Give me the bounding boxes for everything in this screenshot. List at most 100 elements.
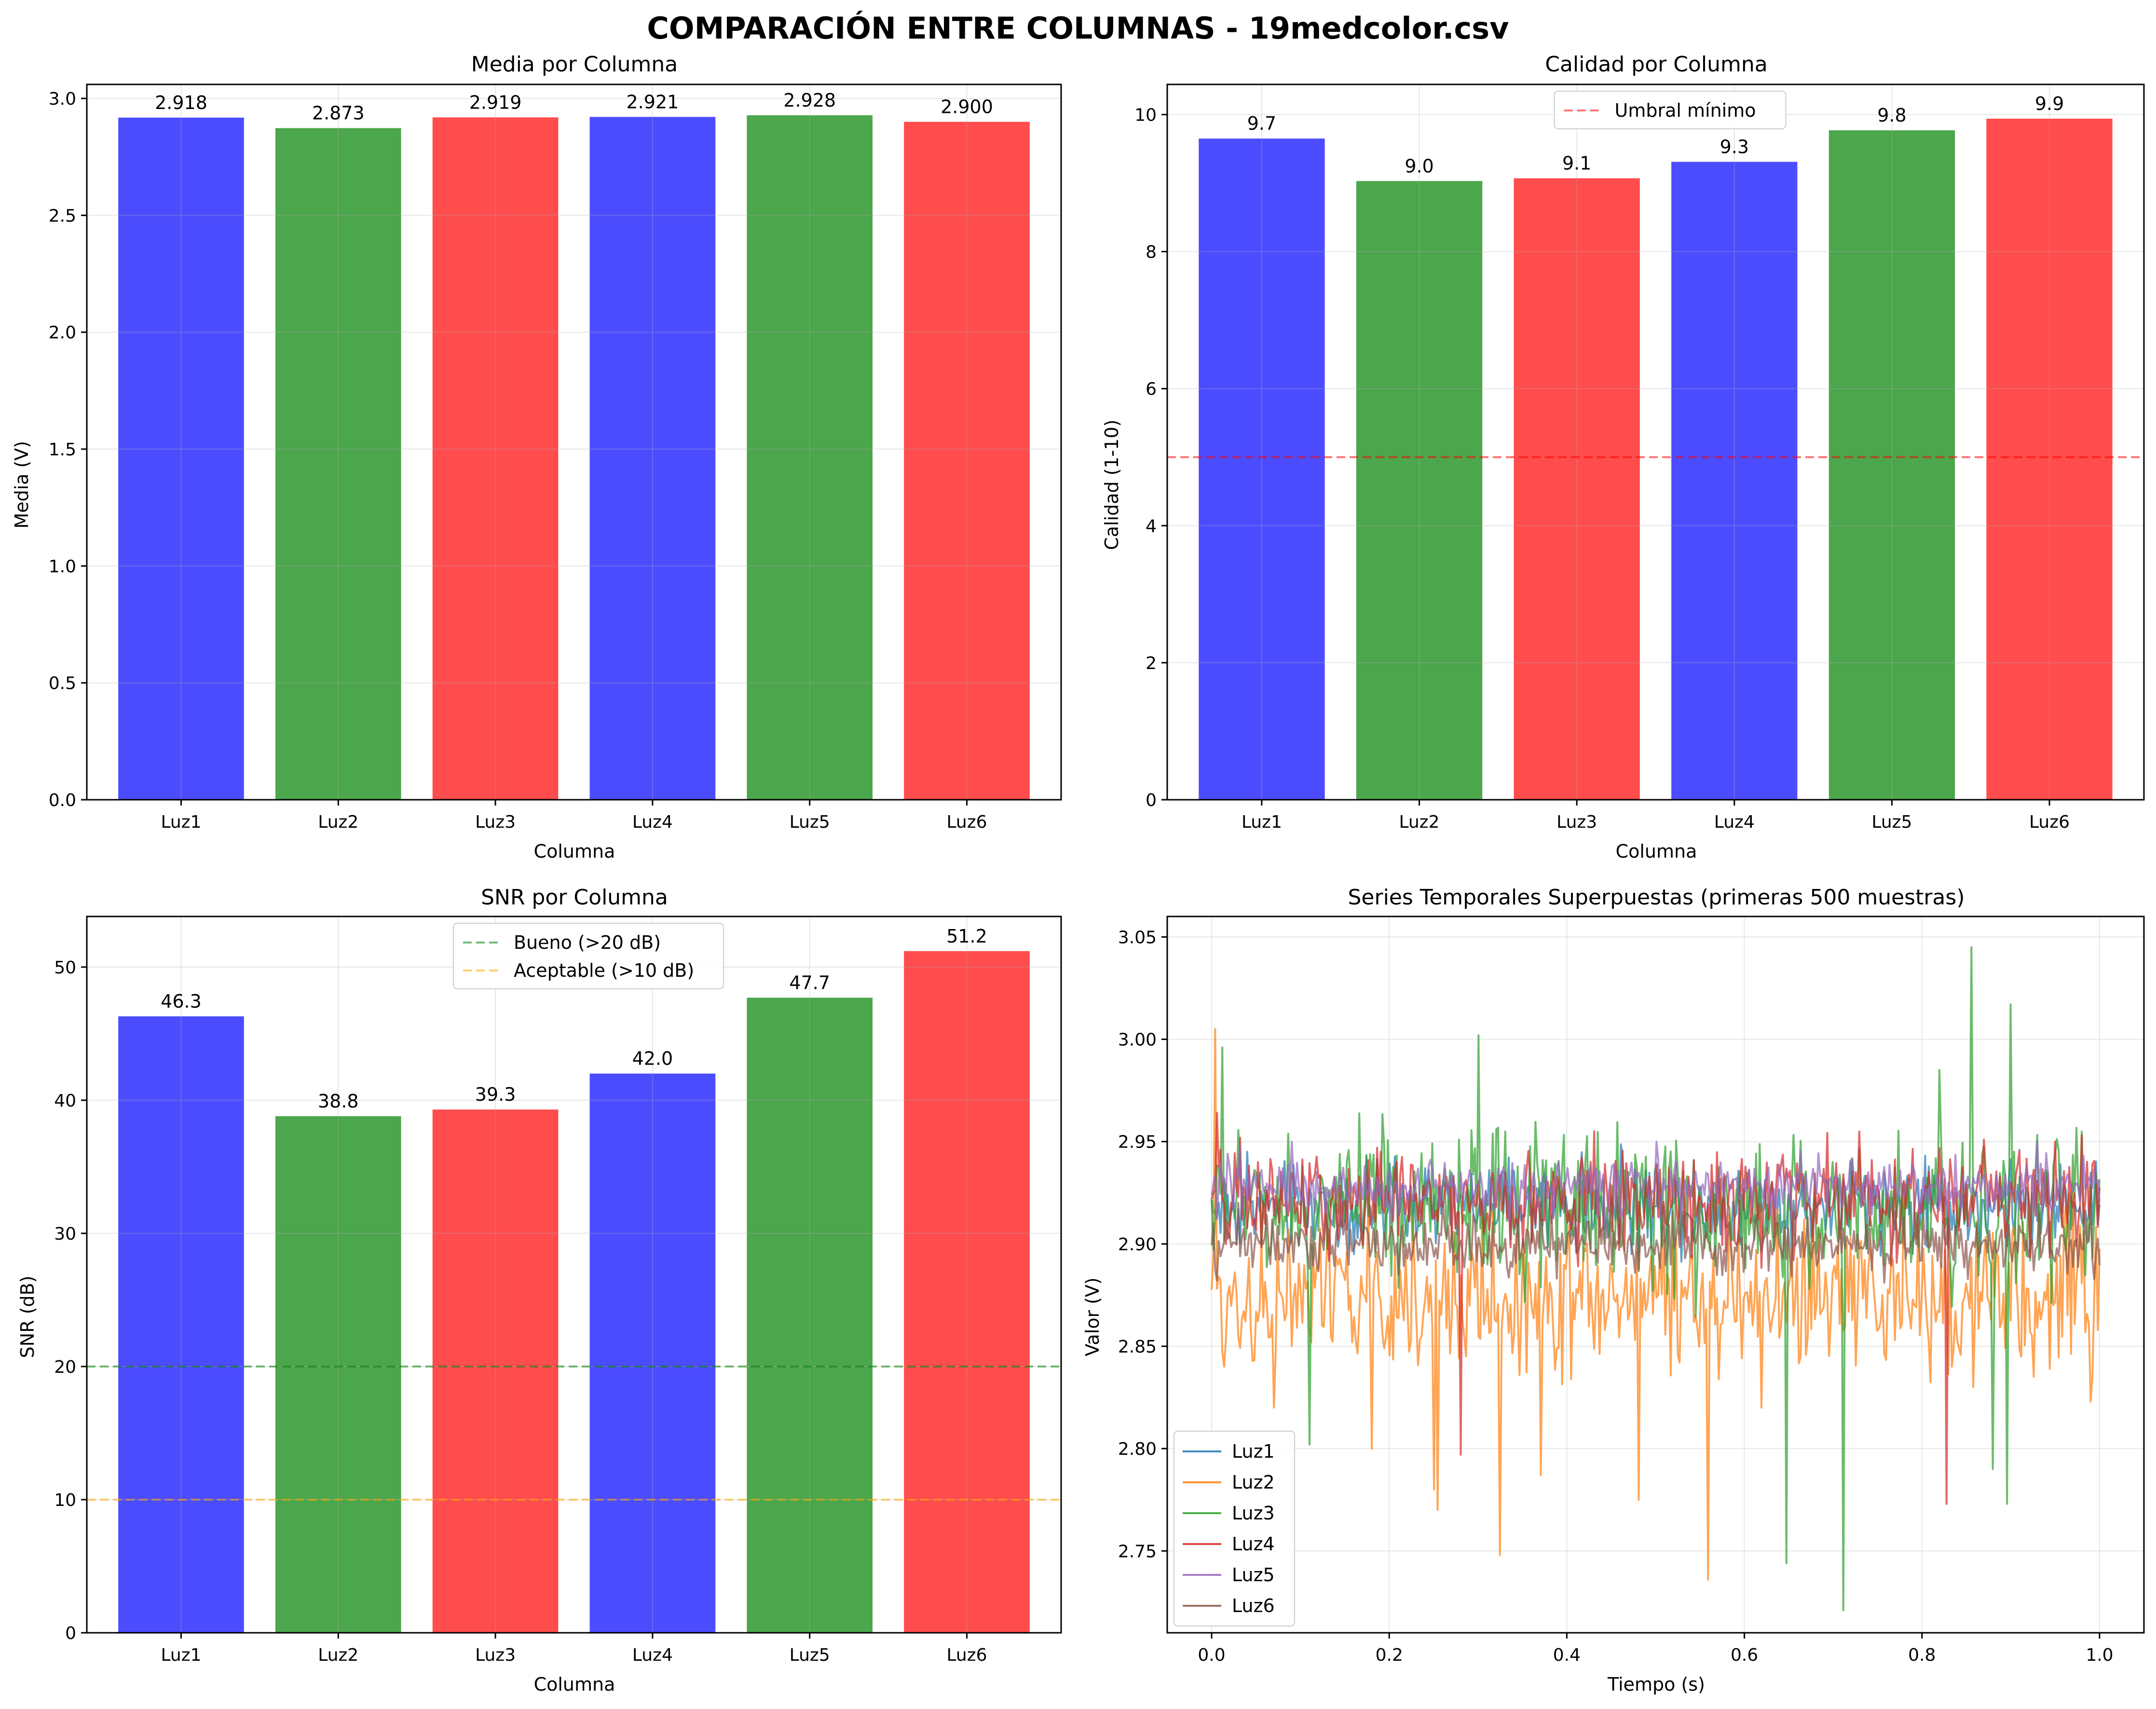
series-y-tick-label: 2.95: [1118, 1133, 1157, 1152]
panel-media-chart: Media por Columna Columna Media (V) 2.91…: [11, 52, 1062, 862]
snr-y-axis-label: SNR (dB): [17, 1276, 38, 1358]
snr-y-tick-label: 20: [54, 1357, 76, 1377]
figure-title: COMPARACIÓN ENTRE COLUMNAS - 19medcolor.…: [647, 11, 1509, 46]
snr-x-tick-label: Luz6: [946, 1645, 987, 1665]
snr-x-tick-label: Luz5: [790, 1645, 830, 1665]
snr-y-tick-label: 10: [54, 1490, 76, 1510]
calidad-x-tick-label: Luz4: [1714, 812, 1755, 832]
panel-series-chart: Series Temporales Superpuestas (primeras…: [1082, 885, 2145, 1695]
series-x-tick-label: 0.0: [1198, 1645, 1225, 1665]
media-y-tick-label: 0.5: [49, 674, 76, 694]
snr-y-tick-label: 30: [54, 1224, 76, 1244]
media-data-label: 2.919: [469, 92, 522, 113]
calidad-bar-luz1: [1199, 138, 1325, 800]
snr-data-label: 47.7: [789, 972, 830, 993]
calidad-legend-label: Umbral mínimo: [1615, 100, 1756, 121]
media-bar-luz1: [118, 117, 244, 800]
snr-bar-luz2: [275, 1116, 401, 1633]
media-data-label: 2.873: [312, 103, 365, 124]
series-legend-label: Luz6: [1232, 1595, 1275, 1616]
calidad-bar-luz6: [1986, 119, 2113, 800]
calidad-bar-luz4: [1671, 162, 1798, 800]
snr-y-tick-label: 0: [65, 1624, 76, 1643]
calidad-bar-luz2: [1356, 181, 1483, 800]
series-y-tick-label: 3.05: [1118, 928, 1157, 947]
snr-chart-title: SNR por Columna: [481, 885, 668, 910]
snr-bar-luz5: [747, 998, 873, 1633]
calidad-x-tick-label: Luz3: [1556, 812, 1597, 832]
snr-x-tick-label: Luz3: [475, 1645, 516, 1665]
media-x-axis-label: Columna: [534, 841, 615, 862]
media-data-label: 2.921: [627, 91, 679, 112]
series-line-luz1: [1211, 1143, 2101, 1263]
series-x-tick-label: 0.8: [1908, 1645, 1936, 1665]
series-legend-label: Luz2: [1232, 1472, 1275, 1493]
calidad-y-tick-label: 4: [1146, 517, 1157, 536]
media-axes-frame: [86, 83, 1062, 801]
calidad-y-axis-label: Calidad (1-10): [1101, 420, 1122, 550]
media-y-tick-label: 2.0: [49, 323, 76, 343]
snr-legend-label: Bueno (>20 dB): [514, 932, 661, 953]
series-legend-label: Luz1: [1232, 1441, 1275, 1462]
media-bar-luz6: [904, 122, 1030, 800]
series-y-tick-label: 3.00: [1118, 1030, 1157, 1050]
media-data-label: 2.928: [783, 90, 836, 111]
series-legend-label: Luz3: [1232, 1503, 1275, 1524]
snr-legend-label: Aceptable (>10 dB): [514, 960, 694, 981]
series-x-axis-label: Tiempo (s): [1607, 1674, 1705, 1695]
media-x-tick-label: Luz5: [790, 812, 830, 832]
calidad-y-tick-label: 10: [1134, 106, 1157, 125]
media-bar-luz4: [589, 117, 716, 800]
series-line-luz5: [1211, 1140, 2101, 1239]
media-y-tick-label: 3.0: [49, 89, 76, 109]
snr-data-label: 38.8: [318, 1091, 359, 1112]
calidad-axes-frame: [1166, 83, 2145, 801]
snr-y-tick-label: 50: [54, 958, 76, 978]
media-x-tick-label: Luz3: [475, 812, 516, 832]
series-y-tick-label: 2.90: [1118, 1235, 1157, 1255]
media-chart-title: Media por Columna: [471, 52, 678, 77]
series-line-luz2: [1211, 1028, 2101, 1581]
media-y-axis-label: Media (V): [11, 441, 32, 529]
series-x-tick-label: 0.6: [1731, 1645, 1758, 1665]
snr-axes-frame: [86, 916, 1062, 1634]
series-axes-frame: [1166, 916, 2145, 1634]
snr-x-tick-label: Luz4: [632, 1645, 673, 1665]
snr-bar-luz3: [432, 1109, 559, 1633]
calidad-data-label: 9.0: [1405, 155, 1433, 177]
calidad-data-label: 9.8: [1877, 105, 1906, 126]
calidad-data-label: 9.3: [1720, 137, 1749, 158]
media-bar-luz3: [432, 117, 559, 800]
calidad-data-label: 9.7: [1247, 113, 1276, 134]
series-y-tick-label: 2.75: [1118, 1542, 1157, 1561]
calidad-legend-box: [1554, 91, 1787, 129]
snr-x-tick-label: Luz2: [318, 1645, 358, 1665]
media-y-tick-label: 0.0: [49, 791, 76, 810]
media-y-tick-label: 1.5: [49, 440, 76, 460]
snr-x-axis-label: Columna: [534, 1674, 615, 1695]
calidad-bar-luz3: [1514, 178, 1640, 800]
calidad-y-tick-label: 6: [1146, 380, 1157, 399]
snr-y-tick-label: 40: [54, 1091, 76, 1111]
series-legend-label: Luz5: [1232, 1564, 1275, 1586]
series-y-tick-label: 2.85: [1118, 1337, 1157, 1357]
snr-bar-luz6: [904, 951, 1030, 1633]
calidad-data-label: 9.9: [2035, 93, 2064, 114]
snr-legend-box: [453, 923, 724, 989]
media-x-tick-label: Luz6: [946, 812, 987, 832]
snr-x-tick-label: Luz1: [161, 1645, 201, 1665]
series-legend-label: Luz4: [1232, 1533, 1275, 1555]
calidad-x-tick-label: Luz5: [1871, 812, 1912, 832]
calidad-y-tick-label: 2: [1146, 654, 1157, 673]
media-data-label: 2.900: [941, 96, 993, 118]
media-data-label: 2.918: [155, 92, 207, 113]
series-y-axis-label: Valor (V): [1082, 1277, 1103, 1356]
snr-data-label: 39.3: [475, 1084, 516, 1105]
snr-data-label: 51.2: [946, 926, 987, 947]
media-x-tick-label: Luz1: [161, 812, 201, 832]
snr-data-label: 46.3: [161, 991, 202, 1012]
calidad-chart-title: Calidad por Columna: [1545, 52, 1767, 77]
calidad-data-label: 9.1: [1562, 153, 1591, 174]
calidad-y-tick-label: 8: [1146, 243, 1157, 262]
